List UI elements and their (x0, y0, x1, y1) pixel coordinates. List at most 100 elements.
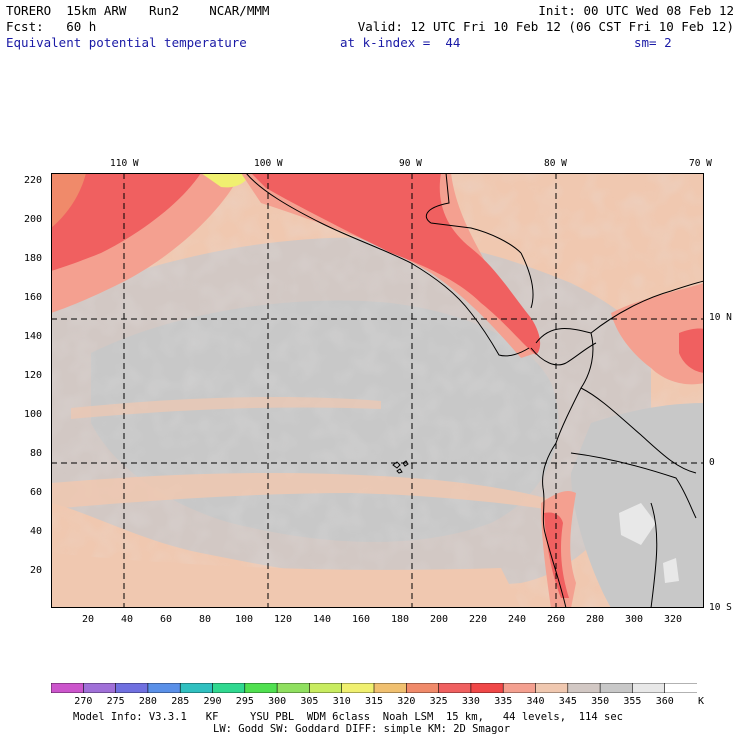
lon-label-90w: 90 W (399, 158, 422, 169)
colorbar-swatch (276, 683, 311, 693)
colorbar-label: 300 (268, 696, 287, 707)
field-band-325-nw (51, 173, 86, 228)
colorbar-swatch (244, 683, 278, 693)
y-tick: 140 (24, 331, 43, 342)
colorbar-swatch (51, 683, 85, 693)
colorbar-label: 280 (138, 696, 157, 707)
colorbar-swatch (309, 683, 343, 693)
field-band-335-caribbean (611, 283, 704, 385)
colorbar-swatch (212, 683, 246, 693)
map-frame (51, 173, 704, 608)
x-tick: 60 (160, 614, 173, 625)
y-tick: 120 (24, 370, 43, 381)
lat-lon-grid (51, 173, 704, 608)
colorbar-swatch (535, 683, 569, 693)
colorbar-label: 350 (591, 696, 610, 707)
colorbar-swatch (179, 683, 214, 693)
colorbar-swatch (341, 683, 375, 693)
lon-label-70w: 70 W (689, 158, 712, 169)
colorbar-swatch (632, 683, 666, 693)
lat-label-10n: 10 N (709, 312, 732, 323)
colorbar-swatch (405, 683, 440, 693)
colorbar-label: 305 (300, 696, 319, 707)
model-physics: LW: Godd SW: Goddard DIFF: simple KM: 2D… (213, 723, 511, 735)
y-tick: 220 (24, 175, 43, 186)
colorbar-label: 320 (397, 696, 416, 707)
x-tick: 200 (430, 614, 449, 625)
field-band-315-nw (201, 173, 251, 188)
x-tick: 240 (508, 614, 527, 625)
y-tick: 20 (30, 565, 43, 576)
colorbar-swatch (373, 683, 408, 693)
y-tick: 100 (24, 409, 43, 420)
colorbar-label: 340 (526, 696, 545, 707)
colorbar-swatch (147, 683, 182, 693)
colorbar-unit: K (698, 696, 705, 707)
y-tick: 180 (24, 253, 43, 264)
field-band-355-land (663, 558, 679, 583)
field-band-330-caribbean (679, 328, 704, 373)
model-info: Model Info: V3.3.1 KF YSU PBL WDM 6class… (73, 711, 623, 723)
header-init-time: Init: 00 UTC Wed 08 Feb 12 (538, 3, 734, 18)
field-band-340-south (51, 553, 521, 608)
colorbar-swatch (664, 683, 697, 693)
colorbar-label: 285 (171, 696, 190, 707)
field-band-340-streak (51, 472, 571, 513)
colorbar-label: 290 (203, 696, 222, 707)
x-tick: 80 (199, 614, 212, 625)
colorbar-label: 335 (494, 696, 513, 707)
colorbar-label: 355 (623, 696, 642, 707)
colorbar-swatch (567, 683, 601, 693)
colorbar-label: 295 (235, 696, 254, 707)
lon-label-110w: 110 W (110, 158, 139, 169)
x-tick: 180 (391, 614, 410, 625)
level-label: at k-index = 44 (340, 35, 461, 50)
equivalent-potential-temperature-map (51, 173, 704, 608)
x-tick: 40 (121, 614, 134, 625)
colorbar (51, 683, 697, 693)
colorbar-swatch (82, 683, 117, 693)
colorbar-swatch (115, 683, 149, 693)
field-title: Equivalent potential temperature (6, 35, 247, 50)
coastline-panama (530, 342, 597, 366)
lat-label-0: 0 (709, 457, 715, 468)
x-tick: 120 (274, 614, 293, 625)
y-tick: 40 (30, 526, 43, 537)
colorbar-swatch (470, 683, 504, 693)
x-tick: 220 (469, 614, 488, 625)
coastline-caribbean (520, 252, 704, 344)
field-band-330-central-america (251, 173, 541, 355)
colorbar-label: 315 (365, 696, 384, 707)
x-tick: 320 (664, 614, 683, 625)
y-tick: 80 (30, 448, 43, 459)
coastline-central-america (245, 173, 530, 357)
colorbar-swatch (438, 683, 472, 693)
y-tick: 160 (24, 292, 43, 303)
header-forecast-hour: Fcst: 60 h (6, 19, 97, 34)
x-tick: 300 (625, 614, 644, 625)
colorbar-label: 360 (655, 696, 674, 707)
border-andes (570, 387, 697, 608)
field-band-340-streak (71, 397, 381, 419)
lon-label-100w: 100 W (254, 158, 283, 169)
header-valid-time: Valid: 12 UTC Fri 10 Feb 12 (06 CST Fri … (357, 19, 734, 34)
lon-label-80w: 80 W (544, 158, 567, 169)
x-tick: 20 (82, 614, 95, 625)
colorbar-label: 270 (74, 696, 93, 707)
field-band-355-land (619, 503, 656, 545)
colorbar-swatch (599, 683, 634, 693)
y-tick: 60 (30, 487, 43, 498)
colorbar-label: 345 (558, 696, 577, 707)
colorbar-label: 275 (106, 696, 125, 707)
x-tick: 140 (313, 614, 332, 625)
colorbar-label: 310 (332, 696, 351, 707)
lat-label-10s: 10 S (709, 602, 732, 613)
smoothing-label: sm= 2 (634, 35, 672, 50)
x-tick: 280 (586, 614, 605, 625)
x-tick: 100 (235, 614, 254, 625)
coastline-gulf (425, 173, 522, 254)
x-tick: 260 (547, 614, 566, 625)
y-tick: 200 (24, 214, 43, 225)
coastline-south-america (542, 332, 594, 608)
colorbar-label: 330 (461, 696, 480, 707)
